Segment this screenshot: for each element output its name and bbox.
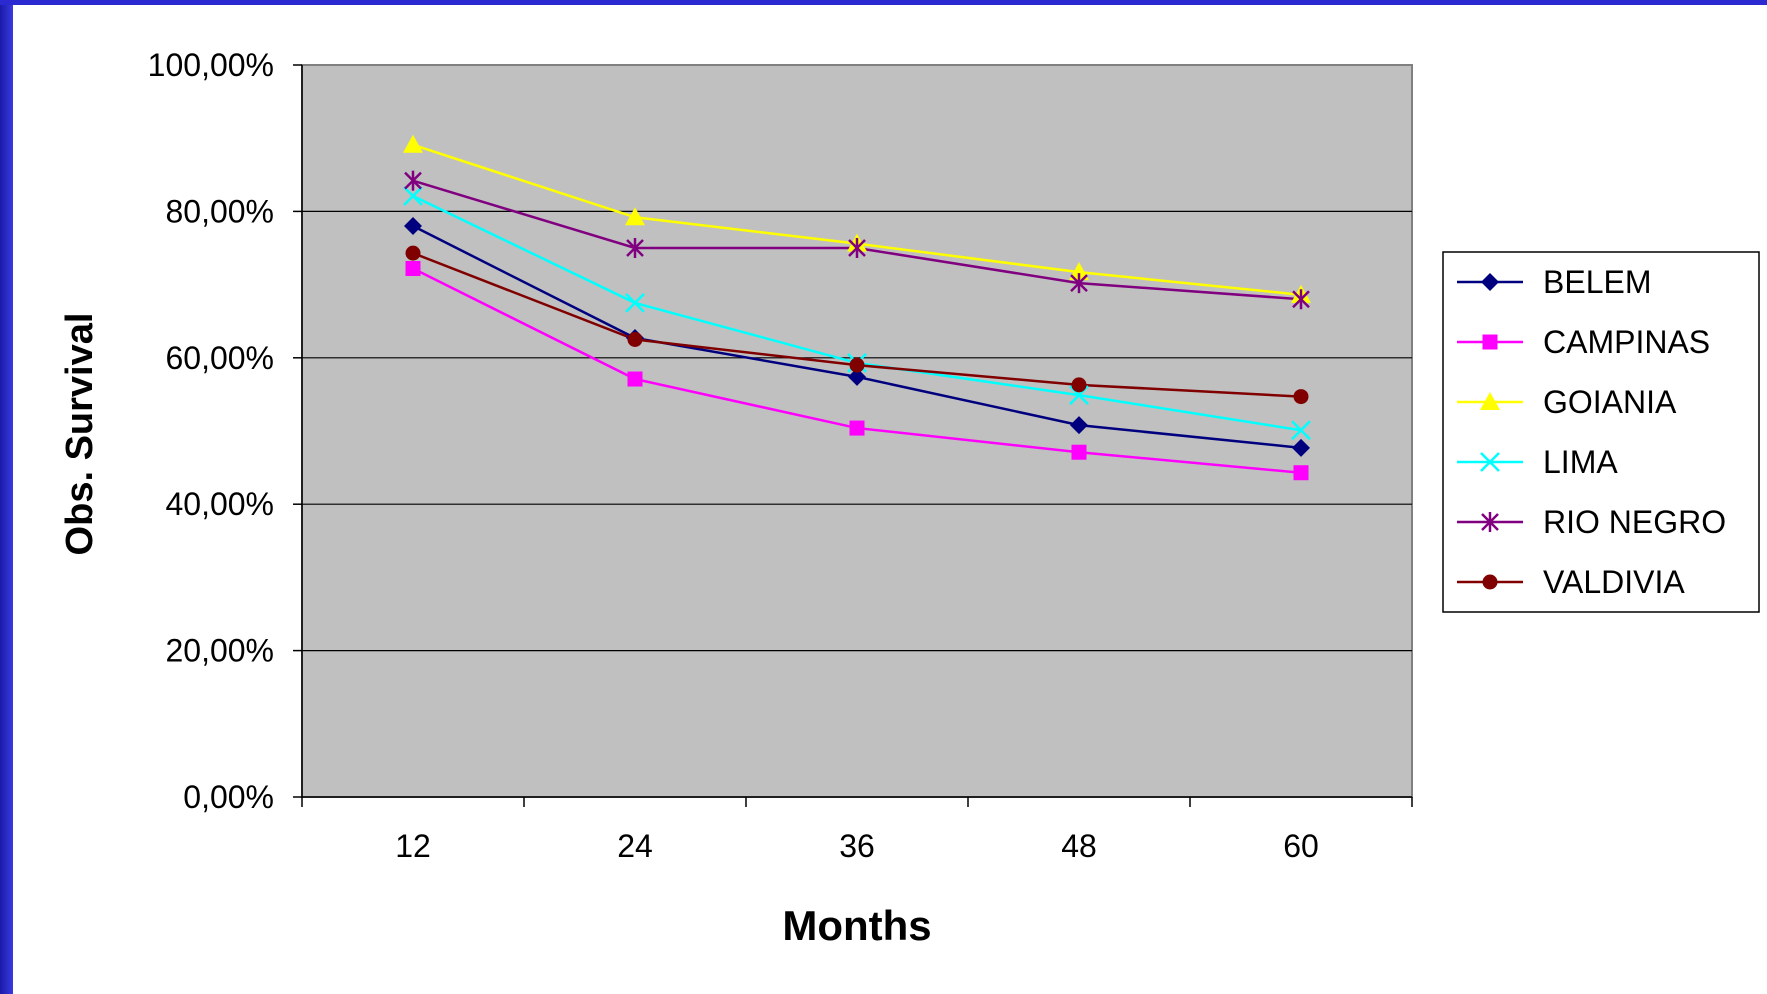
data-point-valdivia — [1293, 389, 1309, 405]
data-point-rio-negro — [848, 238, 866, 258]
legend-box — [1442, 251, 1760, 613]
marker-stroke — [1480, 452, 1500, 472]
data-point-goiania — [403, 134, 423, 153]
data-point-rio-negro — [404, 170, 422, 191]
data-point-campinas — [627, 371, 643, 387]
x-tick-label: 48 — [1061, 828, 1097, 864]
y-tick-label: 20,00% — [165, 633, 274, 669]
y-tick-label: 80,00% — [165, 193, 274, 229]
axes — [293, 64, 1413, 807]
legend: BELEM CAMPINAS GOIANIA LIMA RIO NEGRO VALDIVI… — [1442, 251, 1760, 613]
x-tick-label: 12 — [395, 828, 431, 864]
x-tick-labels: 12 24 36 48 60 — [395, 828, 1319, 864]
legend-marker-rio-negro — [1481, 512, 1499, 532]
data-point-valdivia — [849, 357, 865, 373]
data-point-campinas — [1293, 465, 1309, 481]
marker-stroke — [1291, 420, 1311, 441]
data-point-belem — [404, 217, 422, 236]
y-tick-label: 0,00% — [183, 779, 274, 815]
slide-top-border — [0, 0, 1767, 5]
data-point-belem — [1292, 438, 1310, 457]
data-point-lima — [625, 293, 645, 313]
legend-label-belem: BELEM — [1543, 264, 1651, 300]
legend-marker-lima — [1480, 452, 1500, 472]
legend-marker-goiania — [1480, 392, 1500, 410]
legend-label-lima: LIMA — [1543, 444, 1618, 480]
data-point-valdivia — [405, 245, 421, 261]
data-point-valdivia — [1071, 377, 1087, 393]
data-point-goiania — [625, 207, 645, 226]
x-tick-label: 24 — [617, 828, 653, 864]
data-point-belem — [1070, 416, 1088, 435]
y-axis-label: Obs. Survival — [59, 313, 101, 556]
marker-stroke — [625, 293, 645, 313]
slide-left-border — [0, 0, 13, 994]
legend-marker-belem — [1481, 273, 1499, 291]
data-point-valdivia — [627, 332, 643, 347]
data-point-campinas — [405, 260, 421, 276]
legend-label-goiania: GOIANIA — [1543, 384, 1677, 420]
data-point-goiania — [1069, 262, 1089, 281]
legend-label-valdivia: VALDIVIA — [1543, 564, 1685, 600]
data-point-lima — [1291, 420, 1311, 441]
marker-stroke — [403, 186, 423, 206]
data-point-rio-negro — [1070, 273, 1088, 294]
y-tick-label: 40,00% — [165, 486, 274, 522]
data-point-rio-negro — [626, 238, 644, 258]
y-tick-label: 60,00% — [165, 340, 274, 376]
legend-marker-campinas — [1482, 334, 1498, 350]
y-tick-label: 100,00% — [148, 47, 274, 83]
data-point-campinas — [849, 420, 865, 436]
legend-marker-valdivia — [1482, 574, 1498, 590]
data-point-lima — [403, 186, 423, 206]
series-markers — [403, 134, 1311, 481]
data-point-belem — [848, 367, 866, 386]
legend-label-campinas: CAMPINAS — [1543, 324, 1710, 360]
y-tick-labels: 0,00% 20,00% 40,00% 60,00% 80,00% 100,00% — [148, 47, 274, 815]
x-tick-label: 60 — [1283, 828, 1319, 864]
data-point-rio-negro — [1292, 289, 1310, 310]
data-point-campinas — [1071, 444, 1087, 460]
x-axis-label: Months — [782, 902, 931, 949]
x-tick-label: 36 — [839, 828, 875, 864]
legend-label-rio-negro: RIO NEGRO — [1543, 504, 1726, 540]
